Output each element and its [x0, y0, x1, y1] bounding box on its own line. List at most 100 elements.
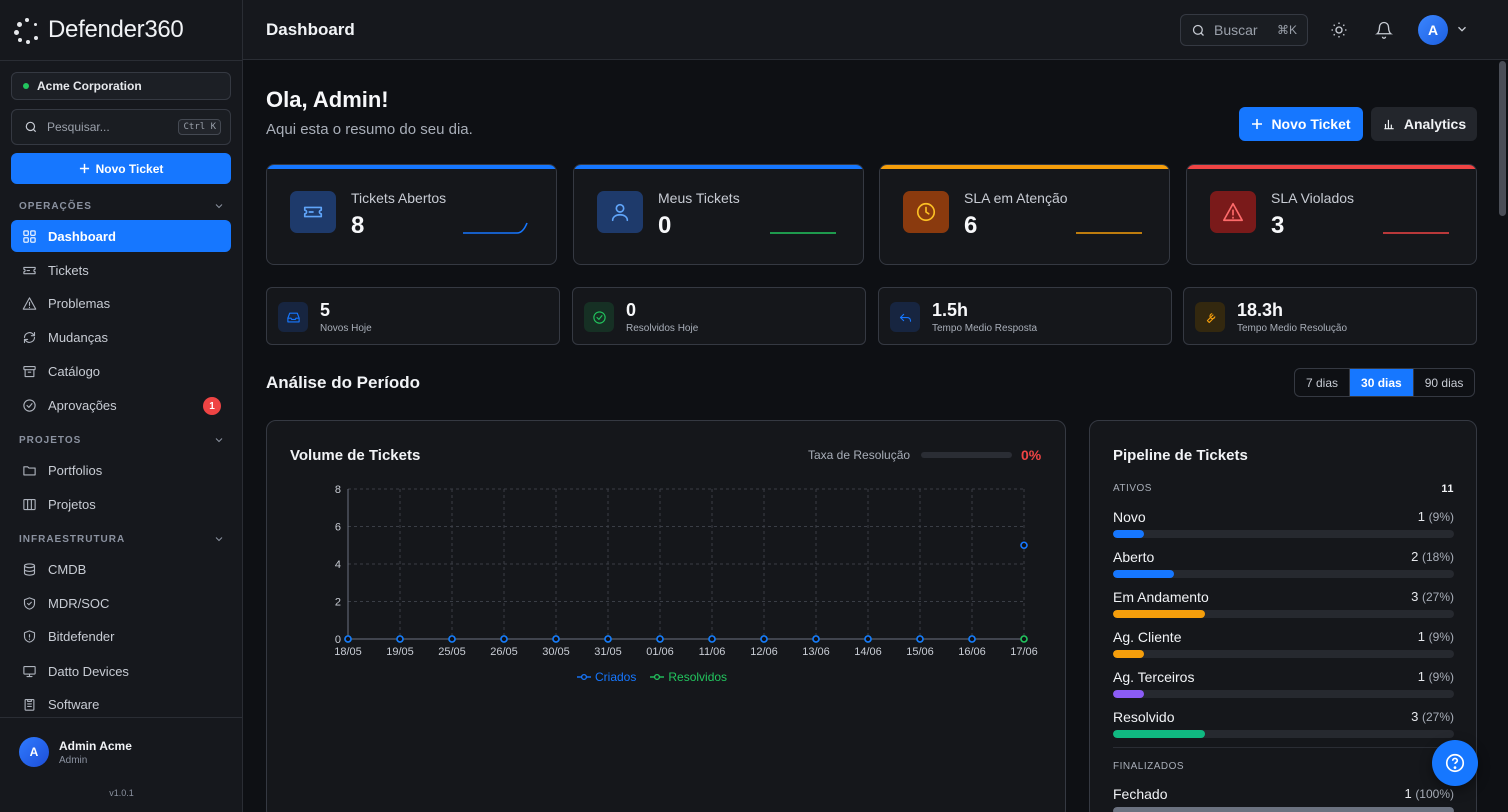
pipeline-row-label: Fechado — [1113, 786, 1168, 802]
search-icon — [25, 121, 37, 133]
pipeline-row[interactable]: Ag. Terceiros 1 (9%) — [1113, 669, 1454, 698]
sun-icon[interactable] — [1330, 21, 1348, 39]
app-version: v1.0.1 — [109, 788, 134, 798]
legend-item-resolvidos[interactable]: Resolvidos — [650, 670, 727, 684]
mini-stat-value: 5 — [320, 300, 331, 320]
greeting: Ola, Admin! — [266, 87, 389, 112]
kpi-card-3[interactable]: SLA Violados 3 — [1186, 164, 1477, 265]
pipeline-row[interactable]: Ag. Cliente 1 (9%) — [1113, 629, 1454, 658]
sidebar-item-datto-devices[interactable]: Datto Devices — [11, 655, 231, 687]
kpi-value: 8 — [351, 212, 365, 239]
check-circle-icon — [23, 398, 36, 412]
sidebar-item-projetos[interactable]: Projetos — [11, 488, 231, 520]
x-tick-label: 01/06 — [646, 646, 674, 658]
scrollbar[interactable] — [1499, 61, 1506, 216]
kpi-label: Tickets Abertos — [351, 190, 447, 206]
kpi-accent-bar — [574, 165, 863, 169]
pipeline-row-count: 1 — [1404, 786, 1412, 801]
pipeline-progress-bar — [1113, 610, 1454, 618]
help-button[interactable] — [1432, 740, 1478, 786]
chevron-down-icon[interactable] — [1455, 22, 1469, 36]
main-content: Ola, Admin! Aqui esta o resumo do seu di… — [243, 61, 1508, 812]
user-avatar-button[interactable]: A — [1418, 15, 1448, 45]
chevron-down-icon — [215, 537, 223, 542]
data-point-criados — [344, 635, 352, 643]
user-profile[interactable]: A Admin Acme Admin — [19, 737, 132, 767]
org-name: Acme Corporation — [37, 79, 142, 93]
plus-icon — [1252, 119, 1263, 129]
sidebar-item-portfolios[interactable]: Portfolios — [11, 454, 231, 486]
sidebar-item-problemas[interactable]: Problemas — [11, 287, 231, 319]
org-selector[interactable]: Acme Corporation — [11, 72, 231, 100]
search-placeholder: Buscar — [1214, 22, 1258, 38]
kpi-value: 0 — [658, 212, 672, 239]
global-search-input[interactable]: Buscar ⌘K — [1180, 14, 1308, 46]
pipeline-progress-fill — [1113, 530, 1144, 538]
refresh-icon — [23, 331, 36, 343]
pipeline-title: Pipeline de Tickets — [1113, 447, 1248, 464]
ticket-icon — [23, 266, 36, 274]
sidebar-item-tickets[interactable]: Tickets — [11, 254, 231, 286]
sidebar-item-mudan-as[interactable]: Mudanças — [11, 321, 231, 353]
app-name: Defender360 — [48, 16, 184, 43]
kpi-card-1[interactable]: Meus Tickets 0 — [573, 164, 864, 265]
section-header-1[interactable]: PROJETOS — [19, 434, 225, 446]
pipeline-card: Pipeline de Tickets ATIVOS 11 Novo 1 (9%… — [1089, 420, 1477, 812]
data-point-criados — [396, 635, 404, 643]
range-option-2[interactable]: 90 dias — [1424, 375, 1464, 390]
new-ticket-button[interactable]: Novo Ticket — [1239, 107, 1363, 141]
kpi-value: 6 — [964, 212, 978, 239]
sidebar-item-cat-logo[interactable]: Catálogo — [11, 355, 231, 387]
mini-stat-icon-box — [890, 302, 920, 332]
data-point-criados — [552, 635, 560, 643]
kpi-icon-box — [903, 191, 949, 233]
logo-icon — [14, 17, 40, 44]
bell-icon[interactable] — [1375, 21, 1393, 39]
logo[interactable]: Defender360 — [14, 14, 184, 46]
pipeline-progress-bar — [1113, 530, 1454, 538]
range-option-0[interactable]: 7 dias — [1295, 369, 1351, 396]
sidebar-item-mdr-soc[interactable]: MDR/SOC — [11, 587, 231, 619]
pipeline-row[interactable]: Novo 1 (9%) — [1113, 509, 1454, 538]
mini-stat-value: 1.5h — [932, 300, 969, 320]
volume-card: Volume de Tickets Taxa de Resolução 0% 0… — [266, 420, 1066, 812]
range-option-1[interactable]: 30 dias — [1350, 369, 1414, 396]
sidebar-item-bitdefender[interactable]: Bitdefender — [11, 620, 231, 652]
pipeline-row-label: Ag. Cliente — [1113, 629, 1182, 645]
data-point-criados — [916, 635, 924, 643]
sidebar-item-software[interactable]: Software — [11, 688, 231, 720]
pipeline-row[interactable]: Resolvido 3 (27%) — [1113, 709, 1454, 738]
kpi-card-2[interactable]: SLA em Atenção 6 — [879, 164, 1170, 265]
pipeline-row-pct: (9%) — [1428, 630, 1454, 644]
period-range-selector: 7 dias 30 dias 90 dias — [1294, 368, 1476, 397]
sidebar-item-cmdb[interactable]: CMDB — [11, 553, 231, 585]
pipeline-row[interactable]: Aberto 2 (18%) — [1113, 549, 1454, 578]
pipeline-row-pct: (27%) — [1421, 710, 1454, 724]
sidebar-new-ticket-button[interactable]: Novo Ticket — [11, 153, 231, 184]
sidebar-item-aprova-es[interactable]: Aprovações 1 — [11, 389, 231, 421]
kpi-card-0[interactable]: Tickets Abertos 8 — [266, 164, 557, 265]
pipeline-row[interactable]: Em Andamento 3 (27%) — [1113, 589, 1454, 618]
data-point-criados — [500, 635, 508, 643]
shield-check-icon — [23, 596, 36, 610]
section-header-2[interactable]: INFRAESTRUTURA — [19, 533, 225, 545]
sidebar-search-input[interactable]: Pesquisar... Ctrl K — [11, 109, 231, 145]
legend-item-criados[interactable]: Criados — [577, 670, 636, 684]
pipeline-row-count: 1 — [1417, 669, 1426, 684]
y-tick-label: 0 — [335, 634, 341, 646]
pipeline-progress-bar — [1113, 730, 1454, 738]
grid-icon — [23, 229, 36, 243]
volume-chart: 0 2 4 6 8 18/05 19/05 25/05 26/05 30/05 31/05 01/06… — [334, 484, 1038, 658]
analytics-button[interactable]: Analytics — [1371, 107, 1477, 141]
resolution-rate-label: Taxa de Resolução — [808, 448, 911, 462]
pipeline-row[interactable]: Fechado 1 (100%) — [1113, 786, 1454, 812]
data-point-criados — [656, 635, 664, 643]
sidebar-item-dashboard[interactable]: Dashboard — [11, 220, 231, 252]
x-tick-label: 17/06 — [1010, 646, 1038, 658]
mini-stat-icon-box — [278, 302, 308, 332]
x-tick-label: 15/06 — [906, 646, 934, 658]
mini-stat-value: 0 — [626, 300, 637, 320]
section-header-0[interactable]: OPERAÇÕES — [19, 200, 225, 212]
sidebar-item-label: Datto Devices — [48, 663, 129, 679]
